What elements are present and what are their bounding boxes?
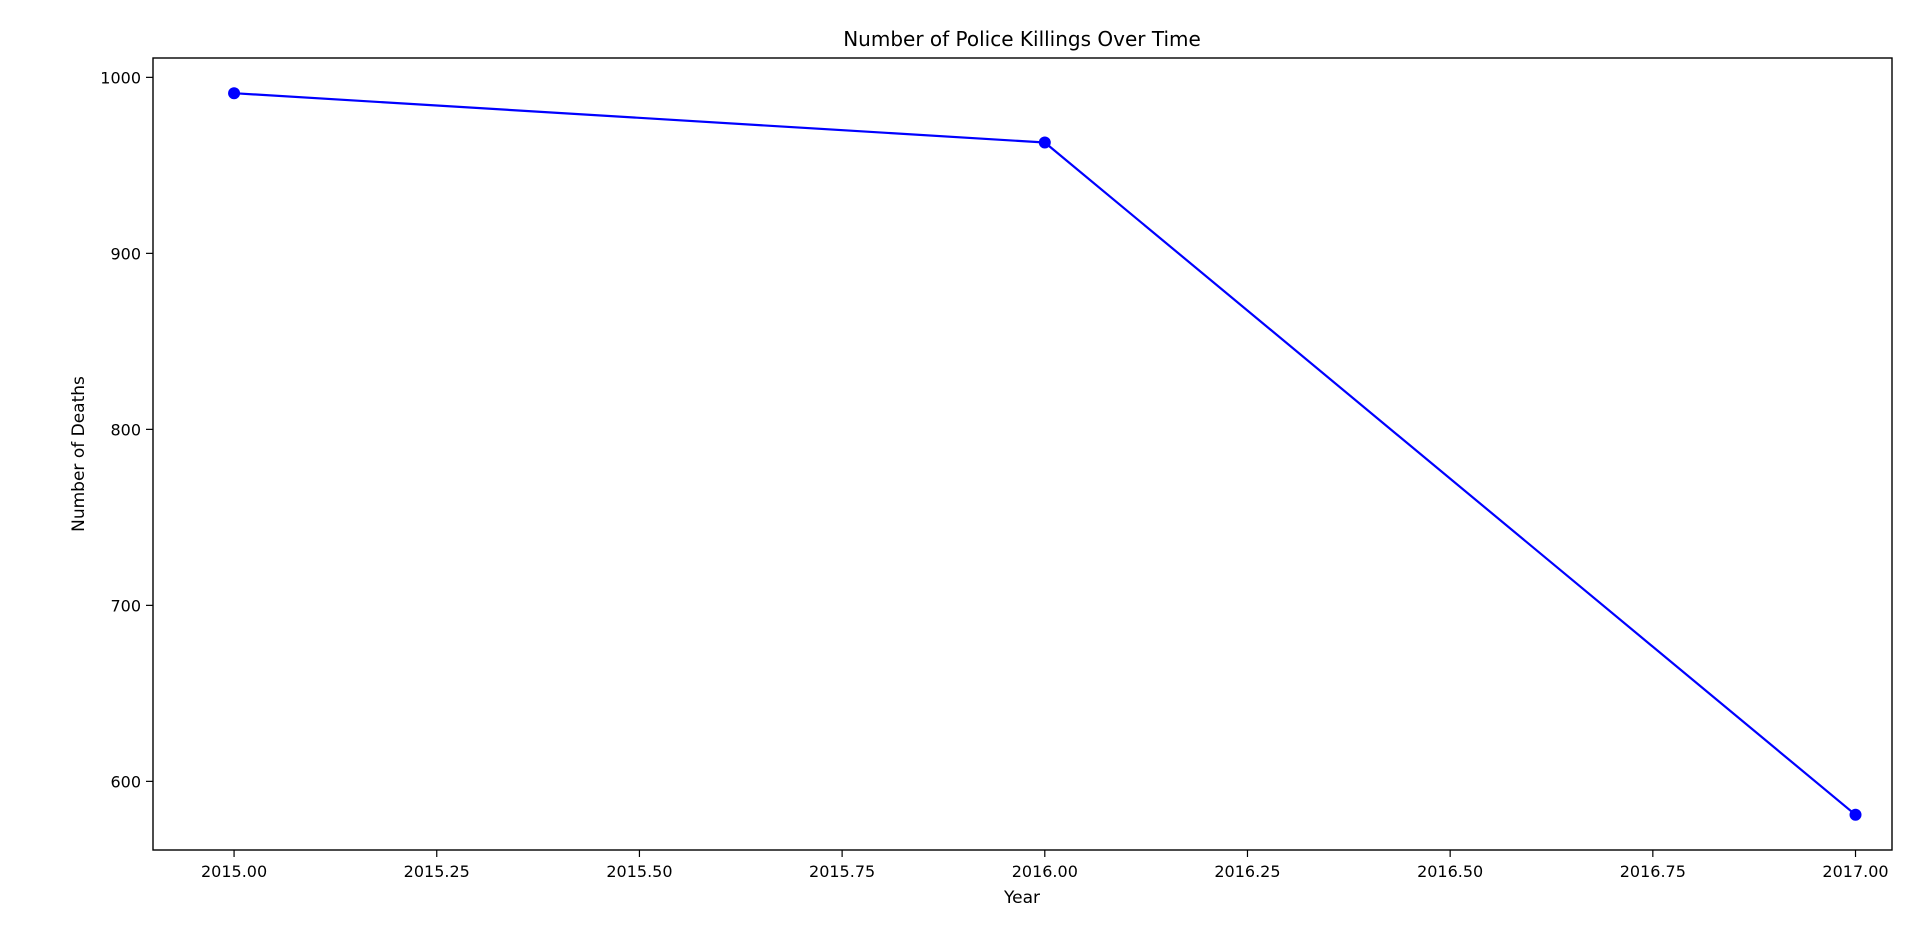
x-tick-label: 2015.00	[201, 862, 267, 881]
x-tick-label: 2015.50	[606, 862, 672, 881]
plot-frame	[152, 57, 1893, 851]
data-point	[1038, 136, 1051, 149]
plot-area: 2015.00 2015.25 2015.50 2015.75 2016.00 2016.…	[100, 57, 1893, 881]
chart-title: Number of Police Killings Over Time	[843, 27, 1201, 51]
data-point	[228, 87, 241, 100]
x-tick-label: 2015.25	[404, 862, 470, 881]
y-tick-label: 600	[110, 772, 141, 791]
y-tick-label: 700	[110, 596, 141, 615]
x-tick-label: 2016.75	[1620, 862, 1686, 881]
x-axis-label: Year	[1003, 888, 1040, 908]
x-tick-label: 2017.00	[1822, 862, 1888, 881]
y-tick-label: 1000	[100, 68, 141, 87]
y-axis-label: Number of Deaths	[69, 376, 89, 532]
x-tick-label: 2015.75	[809, 862, 875, 881]
y-tick-label: 800	[110, 420, 141, 439]
data-point	[1849, 808, 1862, 821]
x-tick-label: 2016.25	[1214, 862, 1280, 881]
x-tick-label: 2016.00	[1012, 862, 1078, 881]
y-tick-label: 900	[110, 244, 141, 263]
x-tick-label: 2016.50	[1417, 862, 1483, 881]
